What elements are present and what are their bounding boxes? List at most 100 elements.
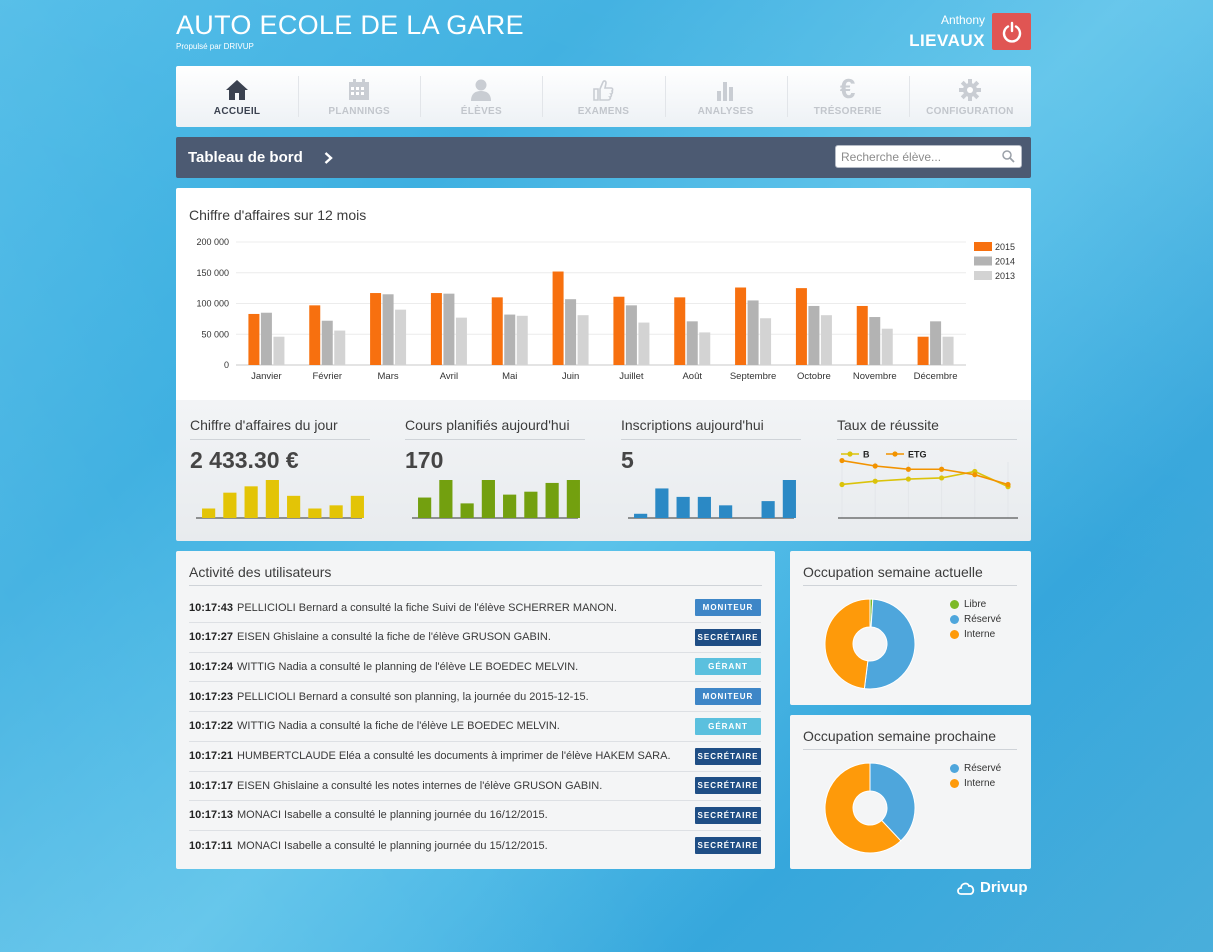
x-tick-label: Septembre <box>730 371 776 382</box>
legend-point <box>892 451 898 457</box>
logout-button[interactable] <box>992 13 1031 50</box>
chevron-right-icon <box>324 152 333 164</box>
mini-bar <box>244 486 258 518</box>
legend-swatch <box>974 271 992 280</box>
bar-2013 <box>820 315 832 365</box>
bar-2013 <box>334 330 346 365</box>
occupancy-next-donut <box>824 762 916 854</box>
x-tick-label: Juillet <box>619 371 644 382</box>
bar-2014 <box>625 305 637 365</box>
bar-2014 <box>504 314 516 365</box>
nav-item-plannings[interactable]: PLANNINGS <box>298 66 420 127</box>
bar-2015 <box>430 293 442 365</box>
user-icon <box>470 77 492 101</box>
kpi-title: Taux de réussite <box>837 417 939 433</box>
activity-row: 10:17:27 EISEN Ghislaine a consulté la fi… <box>189 623 761 653</box>
activity-row: 10:17:11 MONACI Isabelle a consulté le pl… <box>189 831 761 861</box>
activity-row: 10:17:43 PELLICIOLI Bernard a consulté la… <box>189 593 761 623</box>
mini-bar <box>308 508 322 518</box>
kpi-strip: Chiffre d'affaires du jour 2 433.30 € Co… <box>176 400 1031 541</box>
drivup-logo: Drivup <box>956 879 1028 896</box>
x-tick-label: Décembre <box>914 371 958 382</box>
role-badge: SECRÉTAIRE <box>695 747 761 765</box>
occupancy-current-title: Occupation semaine actuelle <box>803 564 983 580</box>
activity-time: 10:17:21 <box>189 750 234 762</box>
nav-item-eleves[interactable]: ÉLÈVES <box>420 66 542 127</box>
bar-2014 <box>686 321 698 365</box>
page-title: Tableau de bord <box>188 149 303 166</box>
bar-2013 <box>942 336 954 365</box>
divider <box>803 585 1017 586</box>
bar-2013 <box>881 328 893 365</box>
mini-bar <box>545 482 559 518</box>
main-nav: ACCUEIL PLANNINGS ÉLÈVES EXAMENS ANALYSE… <box>176 66 1031 127</box>
mini-bar <box>439 480 453 518</box>
activity-text: PELLICIOLI Bernard a consulté la fiche S… <box>237 601 617 614</box>
mini-bar <box>524 491 538 518</box>
nav-item-label: TRÉSORERIE <box>813 105 882 117</box>
home-icon <box>225 77 249 101</box>
mini-bar <box>287 495 301 518</box>
legend-dot <box>950 615 959 624</box>
nav-item-label: EXAMENS <box>577 105 630 117</box>
role-badge: SECRÉTAIRE <box>695 837 761 855</box>
role-badge: SECRÉTAIRE <box>695 806 761 824</box>
legend-item: Libre <box>950 599 986 610</box>
nav-item-accueil[interactable]: ACCUEIL <box>176 66 298 127</box>
line-point <box>1005 481 1011 488</box>
bar-2013 <box>699 332 711 365</box>
activity-text: MONACI Isabelle a consulté le planning j… <box>237 809 548 822</box>
occupancy-current-card: Occupation semaine actuelle Libre Réserv… <box>790 551 1031 705</box>
bar-2014 <box>382 294 394 365</box>
search-icon[interactable] <box>1002 150 1015 163</box>
nav-item-label: PLANNINGS <box>328 105 390 117</box>
mini-bar <box>782 480 796 518</box>
mini-bar <box>566 480 580 518</box>
mini-bar <box>655 488 669 518</box>
divider <box>621 439 801 440</box>
donut-slice-Interne <box>824 598 871 690</box>
nav-item-label: CONFIGURATION <box>926 105 1014 117</box>
bar-2013 <box>638 322 650 365</box>
mini-bar <box>481 480 495 518</box>
activity-row: 10:17:21 HUMBERTCLAUDE Eléa a consulté le… <box>189 742 761 772</box>
bar-2015 <box>613 296 625 365</box>
activity-time: 10:17:22 <box>189 720 234 733</box>
bar-2014 <box>260 312 272 365</box>
bar-2015 <box>795 288 807 365</box>
revenue-chart-title: Chiffre d'affaires sur 12 mois <box>189 207 367 223</box>
activity-text: EISEN Ghislaine a consulté la fiche de l… <box>237 631 551 644</box>
bar-2014 <box>565 299 577 365</box>
mini-bar <box>460 503 474 518</box>
line-point <box>939 466 945 472</box>
donut-slice-Interne <box>824 762 902 854</box>
mini-bar <box>223 492 237 518</box>
activity-time: 10:17:17 <box>189 779 234 792</box>
legend-label: Réservé <box>964 763 1002 774</box>
legend-item: Réservé <box>950 614 1001 625</box>
line-point <box>839 481 845 488</box>
line-point <box>839 457 845 464</box>
bar-chart-icon <box>715 77 737 101</box>
search-input[interactable] <box>836 146 996 167</box>
nav-item-examens[interactable]: EXAMENS <box>542 66 664 127</box>
mini-bar <box>761 501 775 518</box>
occupancy-current-donut <box>824 598 916 690</box>
mini-bar <box>676 496 690 518</box>
bar-2014 <box>930 321 942 365</box>
activity-time: 10:17:24 <box>189 660 234 673</box>
divider <box>837 439 1017 440</box>
legend-label: Réservé <box>964 614 1002 625</box>
activity-row: 10:17:22 WITTIG Nadia a consulté la fiche… <box>189 712 761 742</box>
bar-2014 <box>808 305 820 365</box>
nav-item-tresorerie[interactable]: € TRÉSORERIE <box>786 66 909 127</box>
page-header-bar: Tableau de bord <box>176 137 1031 178</box>
line-B <box>841 470 1009 488</box>
nav-item-analyses[interactable]: ANALYSES <box>664 66 787 127</box>
line-point <box>872 478 878 484</box>
bar-2013 <box>455 317 467 365</box>
nav-item-configuration[interactable]: CONFIGURATION <box>908 66 1031 127</box>
legend-label: B <box>863 450 870 460</box>
legend-point <box>847 451 853 457</box>
activity-row: 10:17:17 EISEN Ghislaine a consulté les n… <box>189 771 761 802</box>
